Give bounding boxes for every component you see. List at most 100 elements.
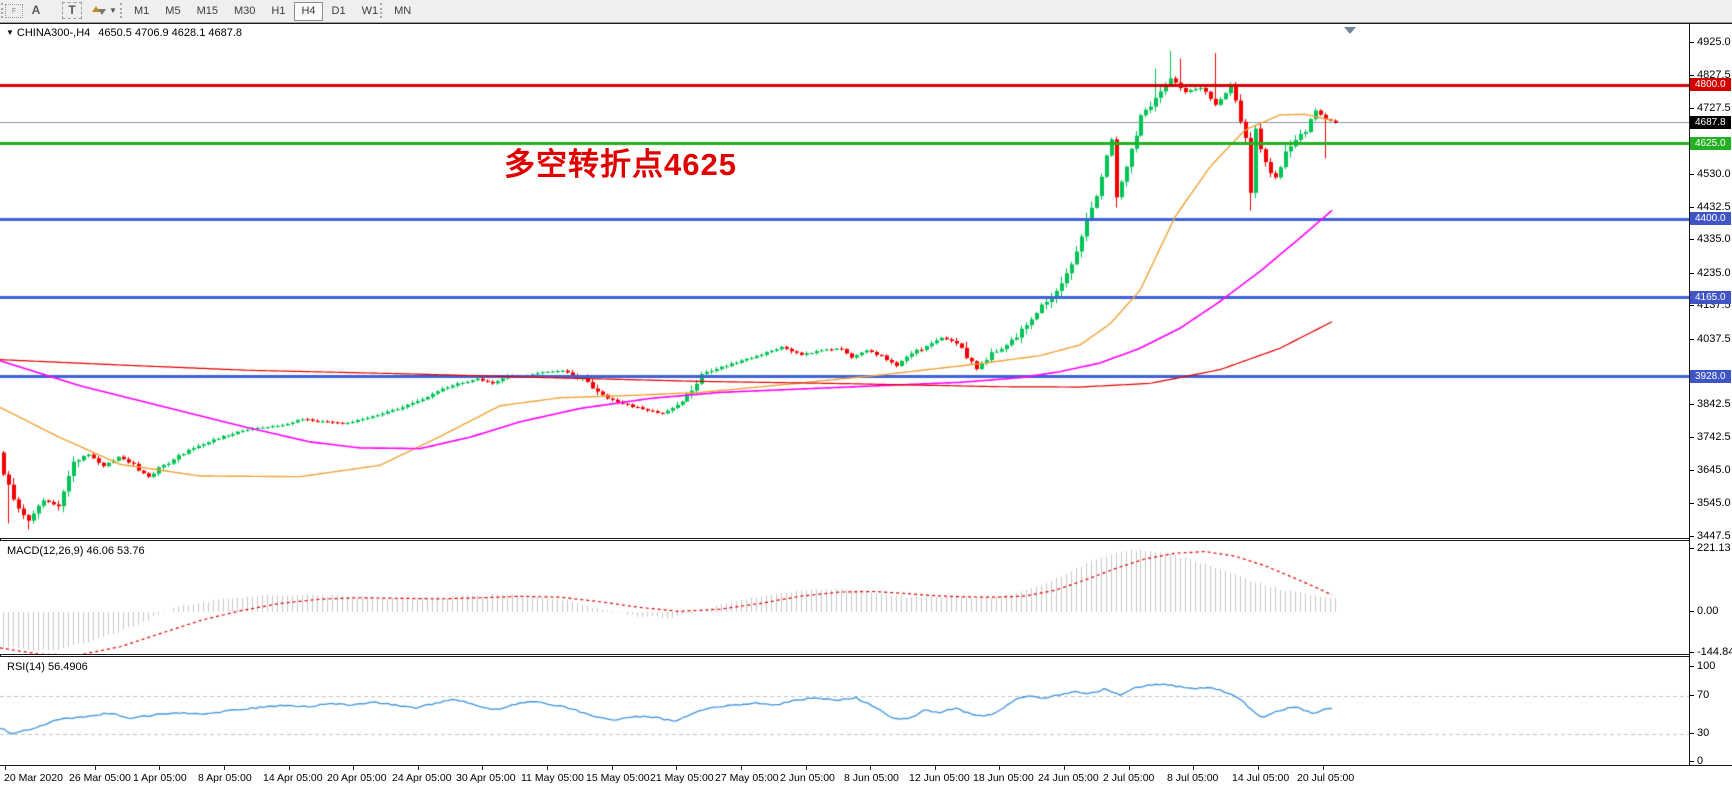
date-label: 20 Jul 05:00 [1297, 772, 1355, 784]
chart-shift-marker-icon[interactable] [1344, 27, 1356, 34]
date-tick [999, 766, 1000, 770]
timeframe-mn-button[interactable]: MN [394, 4, 412, 17]
date-tick [806, 766, 807, 770]
price-tick-label: 4827.5 [1690, 69, 1731, 81]
date-label: 2 Jul 05:00 [1103, 772, 1155, 784]
down-arrow-icon [98, 9, 106, 15]
price-tick-label: 4925.0 [1690, 36, 1731, 48]
timeframe-m5-button[interactable]: M5 [165, 4, 181, 17]
price-tick-label: 3545.0 [1690, 497, 1731, 509]
date-label: 15 May 05:00 [586, 772, 650, 784]
macd-rsi-border2[interactable] [0, 656, 1689, 657]
main-macd-border[interactable] [0, 538, 1689, 539]
price-badge-3928.0: 3928.0 [1690, 370, 1731, 383]
timeframe-m15-button[interactable]: M15 [196, 4, 218, 17]
rsi-label: RSI(14) 56.4906 [7, 661, 88, 673]
price-tick-label: 3742.5 [1690, 431, 1731, 443]
rsi-tick-label: 70 [1690, 689, 1709, 701]
timeframe-h1-button[interactable]: H1 [271, 4, 286, 17]
price-badge-4800.0: 4800.0 [1690, 78, 1731, 91]
date-label: 27 May 05:00 [715, 772, 779, 784]
price-tick-label: 4432.5 [1690, 201, 1731, 213]
price-tick-label: 4235.0 [1690, 267, 1731, 279]
date-tick [935, 766, 936, 770]
up-arrow-icon [92, 6, 100, 12]
date-label: 30 Apr 05:00 [456, 772, 516, 784]
date-axis[interactable]: 20 Mar 2020 26 Mar 05:00 1 Apr 05:00 8 Apr … [0, 766, 1732, 790]
toolbar-separator [380, 3, 382, 18]
timeframe-h4-button[interactable]: H4 [294, 1, 323, 21]
toolbar-grip-icon[interactable] [1, 3, 3, 18]
date-tick [1323, 766, 1324, 770]
timeframe-button-group: M1 M5 M15 M30 H1 H4 D1 W1 MN [126, 1, 419, 21]
top-toolbar: F A T ▼ M1 M5 M15 M30 H1 H4 D1 W1 MN [0, 0, 1732, 23]
date-tick [741, 766, 742, 770]
rsi-date-border [0, 765, 1732, 766]
main-macd-border2[interactable] [0, 540, 1689, 541]
label-tool-icon[interactable]: A [31, 3, 41, 17]
price-axis[interactable]: 4925.0 4827.5 4727.5 4530.0 4432.5 4335.0 4235… [1690, 24, 1732, 767]
date-label: 26 Mar 05:00 [69, 772, 131, 784]
price-badge-4165.0: 4165.0 [1690, 291, 1731, 304]
macd-indicator-canvas[interactable] [0, 541, 1689, 654]
timeframe-m30-button[interactable]: M30 [233, 4, 256, 17]
symbol-dropdown-caret-icon[interactable]: ▼ [6, 28, 14, 37]
date-tick [482, 766, 483, 770]
dock-grid-icon[interactable]: F [5, 4, 23, 18]
date-label: 14 Jul 05:00 [1232, 772, 1290, 784]
ohlc-values: 4650.5 4706.9 4628.1 4687.8 [98, 27, 243, 39]
timeframe-toolbar-grip-icon[interactable] [120, 3, 122, 18]
macd-tick-label: 221.13 [1690, 542, 1731, 554]
date-label: 8 Apr 05:00 [198, 772, 252, 784]
date-label: 20 Apr 05:00 [327, 772, 387, 784]
date-tick [5, 766, 6, 770]
price-tick-label: 4037.5 [1690, 333, 1731, 345]
timeframe-w1-button[interactable]: W1 [361, 4, 379, 17]
macd-tick-label: 0.00 [1690, 605, 1718, 617]
text-tool-icon[interactable]: T [62, 2, 82, 19]
date-tick [289, 766, 290, 770]
symbol-label: CHINA300-,H4 [16, 27, 91, 39]
date-label: 14 Apr 05:00 [263, 772, 323, 784]
date-label: 1 Apr 05:00 [133, 772, 187, 784]
date-label: 21 May 05:00 [650, 772, 714, 784]
date-label: 24 Jun 05:00 [1038, 772, 1099, 784]
date-tick [418, 766, 419, 770]
date-tick [1064, 766, 1065, 770]
tool-dropdown-caret-icon[interactable]: ▼ [109, 6, 117, 15]
price-tick-label: 3447.5 [1690, 530, 1731, 542]
price-tick-label: 4530.0 [1690, 168, 1731, 180]
date-label: 8 Jun 05:00 [844, 772, 899, 784]
price-badge-4687.8: 4687.8 [1690, 116, 1731, 129]
macd-rsi-border[interactable] [0, 654, 1689, 655]
chinese-annotation-text[interactable]: 多空转折点4625 [504, 147, 737, 182]
rsi-tick-label: 30 [1690, 727, 1709, 739]
price-badge-4400.0: 4400.0 [1690, 212, 1731, 225]
date-label: 12 Jun 05:00 [909, 772, 970, 784]
price-tick-label: 3645.0 [1690, 464, 1731, 476]
date-label: 18 Jun 05:00 [973, 772, 1034, 784]
date-label: 24 Apr 05:00 [392, 772, 452, 784]
price-axis-separator [1689, 24, 1690, 766]
arrows-tool-icon[interactable] [90, 2, 106, 19]
date-tick [353, 766, 354, 770]
rsi-tick-label: 100 [1690, 660, 1715, 672]
date-tick [547, 766, 548, 770]
chart-title[interactable]: ▼ CHINA300-,H4 4650.5 4706.9 4628.1 4687.8 [6, 27, 242, 39]
rsi-indicator-canvas[interactable] [0, 657, 1689, 765]
date-tick [1193, 766, 1194, 770]
macd-label: MACD(12,26,9) 46.06 53.76 [7, 545, 145, 557]
date-tick [1258, 766, 1259, 770]
timeframe-d1-button[interactable]: D1 [331, 4, 346, 17]
date-tick [224, 766, 225, 770]
date-label: 20 Mar 2020 [4, 772, 63, 784]
date-tick [676, 766, 677, 770]
price-chart-canvas[interactable] [0, 24, 1689, 538]
rsi-tick-label: 0 [1690, 755, 1703, 767]
date-label: 8 Jul 05:00 [1167, 772, 1219, 784]
timeframe-m1-button[interactable]: M1 [134, 4, 150, 17]
price-badge-4625.0: 4625.0 [1690, 137, 1731, 150]
price-tick-label: 4727.5 [1690, 102, 1731, 114]
macd-tick-label: -144.84 [1690, 646, 1732, 658]
